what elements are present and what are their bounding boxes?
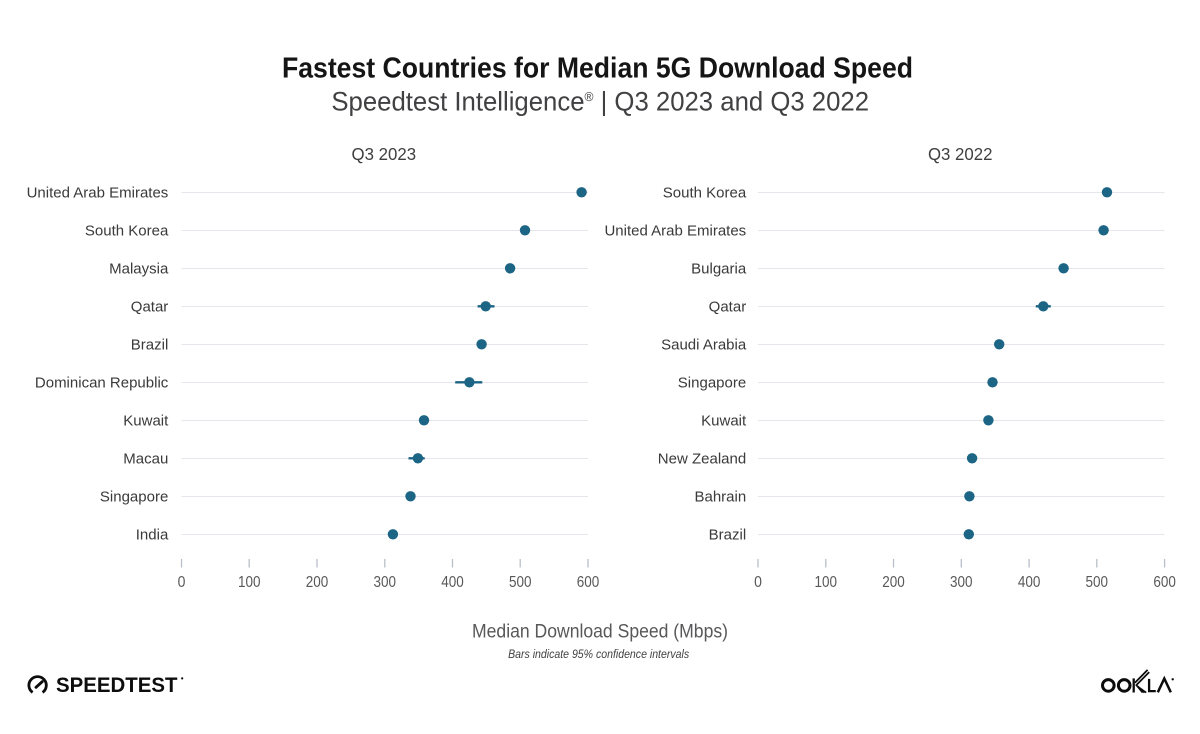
svg-text:300: 300 xyxy=(374,574,397,591)
svg-text:100: 100 xyxy=(238,574,261,591)
svg-text:Q3 2023: Q3 2023 xyxy=(352,144,417,164)
svg-text:South Korea: South Korea xyxy=(663,184,747,201)
svg-text:Bars indicate 95% confidence i: Bars indicate 95% confidence intervals xyxy=(508,647,689,661)
svg-text:New Zealand: New Zealand xyxy=(658,450,746,467)
svg-text:SPEEDTEST: SPEEDTEST xyxy=(56,674,178,697)
svg-text:100: 100 xyxy=(815,574,838,591)
svg-text:400: 400 xyxy=(1018,574,1041,591)
svg-text:Dominican Republic: Dominican Republic xyxy=(35,374,169,391)
svg-text:0: 0 xyxy=(754,574,762,591)
svg-text:Bahrain: Bahrain xyxy=(694,488,746,505)
svg-text:Malaysia: Malaysia xyxy=(109,260,169,277)
svg-text:Q3 2022: Q3 2022 xyxy=(928,144,993,164)
svg-text:United Arab Emirates: United Arab Emirates xyxy=(27,184,169,201)
svg-text:Median Download Speed (Mbps): Median Download Speed (Mbps) xyxy=(472,620,728,642)
svg-text:Fastest Countries for Median 5: Fastest Countries for Median 5G Download… xyxy=(282,53,913,85)
svg-text:200: 200 xyxy=(306,574,329,591)
svg-text:Singapore: Singapore xyxy=(678,374,746,391)
svg-text:Kuwait: Kuwait xyxy=(701,412,747,429)
svg-text:India: India xyxy=(136,526,169,543)
svg-text:Bulgaria: Bulgaria xyxy=(691,260,747,277)
svg-text:600: 600 xyxy=(1153,574,1176,591)
svg-text:South Korea: South Korea xyxy=(85,222,169,239)
svg-text:Brazil: Brazil xyxy=(131,336,169,353)
svg-text:200: 200 xyxy=(882,574,905,591)
svg-text:Brazil: Brazil xyxy=(709,526,747,543)
svg-text:Macau: Macau xyxy=(123,450,168,467)
svg-text:Singapore: Singapore xyxy=(100,488,168,505)
svg-text:Kuwait: Kuwait xyxy=(123,412,169,429)
svg-text:Qatar: Qatar xyxy=(131,298,169,315)
svg-text:500: 500 xyxy=(509,574,532,591)
svg-text:300: 300 xyxy=(950,574,973,591)
svg-text:600: 600 xyxy=(577,574,600,591)
svg-text:Saudi Arabia: Saudi Arabia xyxy=(661,336,747,353)
svg-text:United Arab Emirates: United Arab Emirates xyxy=(604,222,746,239)
svg-text:400: 400 xyxy=(441,574,464,591)
svg-text:Qatar: Qatar xyxy=(709,298,747,315)
svg-text:Speedtest Intelligence® | Q3 2: Speedtest Intelligence® | Q3 2023 and Q3… xyxy=(331,86,869,116)
svg-text:500: 500 xyxy=(1086,574,1109,591)
svg-text:0: 0 xyxy=(178,574,186,591)
